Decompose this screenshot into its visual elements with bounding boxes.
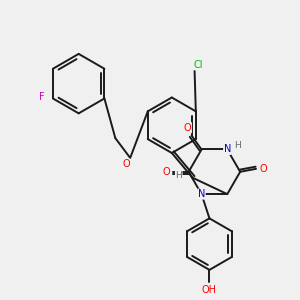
Text: H: H	[176, 171, 182, 180]
Text: OH: OH	[202, 285, 217, 295]
Text: O: O	[184, 123, 191, 133]
Text: F: F	[39, 92, 45, 101]
Text: Cl: Cl	[194, 60, 203, 70]
Text: H: H	[234, 141, 241, 150]
Text: O: O	[122, 159, 130, 169]
Text: O: O	[259, 164, 267, 174]
Text: N: N	[224, 145, 231, 154]
Text: O: O	[162, 167, 170, 177]
Text: N: N	[198, 189, 205, 199]
